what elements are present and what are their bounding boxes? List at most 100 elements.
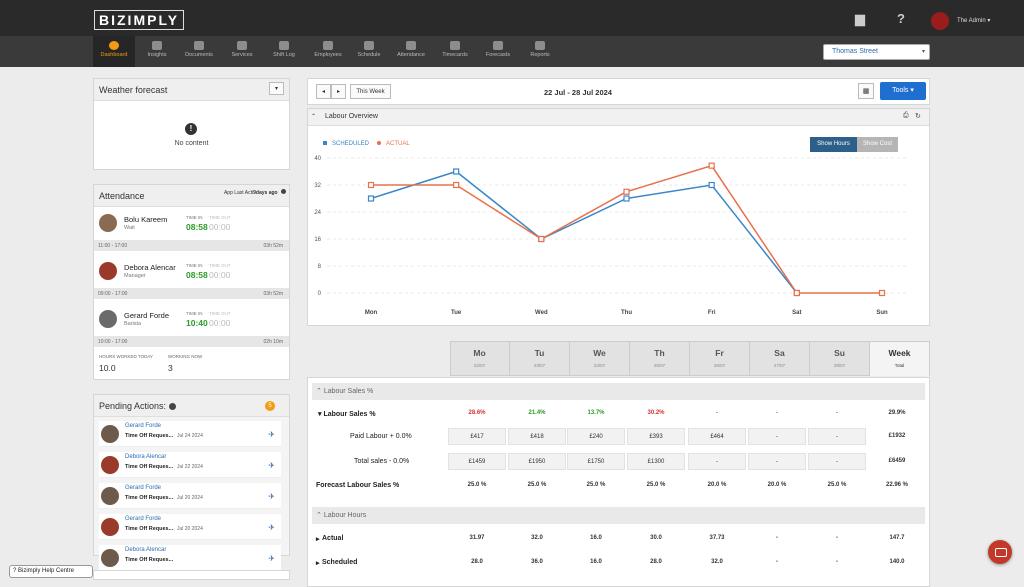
- nav-item-forecasts[interactable]: Forecasts: [477, 36, 519, 67]
- sales-row-label: Paid Labour + 0.0%: [350, 433, 412, 440]
- location-select[interactable]: Thomas Street ▾: [823, 44, 930, 60]
- data-point: [623, 195, 630, 202]
- nav-item-insights[interactable]: Insights: [136, 36, 178, 67]
- table-cell: 30.0: [650, 535, 662, 541]
- prev-week-button[interactable]: ◂: [316, 84, 331, 99]
- day-name: Su: [834, 348, 845, 358]
- pending-employee-name[interactable]: Debora Alencar: [125, 547, 167, 553]
- pending-date: Jul 24 2024: [177, 433, 203, 439]
- pending-action: Time Off Reques...: [125, 526, 174, 532]
- sales-row-label: ▾ Labour Sales %: [318, 411, 376, 418]
- nav-item-reports[interactable]: Reports: [519, 36, 561, 67]
- avatar[interactable]: [931, 12, 949, 30]
- pending-action: Time Off Reques...: [125, 433, 174, 439]
- hours-row-caret-icon[interactable]: ▸: [316, 536, 320, 543]
- nav-item-shift-log[interactable]: Shift Log: [263, 36, 305, 67]
- employees-icon: [323, 41, 333, 50]
- avatar: [101, 487, 119, 505]
- plane-icon[interactable]: ✈: [268, 492, 275, 501]
- table-cell: 147.7: [889, 535, 905, 541]
- labour-overview-panel: [307, 108, 930, 326]
- refresh-icon[interactable]: ↻: [915, 113, 921, 120]
- avatar: [101, 425, 119, 443]
- user-menu[interactable]: The Admin ▾: [957, 18, 991, 24]
- print-icon[interactable]: ⎙: [903, 112, 909, 119]
- nav-label: Dashboard: [100, 52, 128, 58]
- legend-scheduled-label: SCHEDULED: [332, 141, 370, 147]
- nav-item-dashboard[interactable]: Dashboard: [93, 36, 135, 67]
- data-point: [367, 181, 375, 189]
- services-icon: [237, 41, 247, 50]
- table-cell: 20.0 %: [707, 482, 727, 488]
- schedule-icon: [364, 41, 374, 50]
- y-tick-label: 32: [314, 183, 321, 189]
- chat-icon[interactable]: ▆: [855, 11, 865, 26]
- day-name: Th: [654, 348, 665, 358]
- pending-item[interactable]: Debora Alencar Time Off Reques... ✈: [99, 545, 281, 571]
- chat-bubble-icon[interactable]: [988, 540, 1012, 564]
- nav-item-attendance[interactable]: Attendance: [390, 36, 432, 67]
- legend-actual: ACTUAL: [377, 141, 410, 147]
- day-date: 23/07: [533, 363, 546, 368]
- calendar-icon[interactable]: ▦: [858, 83, 874, 99]
- labour-overview-header: [308, 109, 929, 126]
- shift-time: 11:00 - 17:00: [98, 243, 128, 249]
- documents-icon: [194, 41, 204, 50]
- pending-employee-name[interactable]: Gerard Forde: [125, 485, 162, 491]
- tools-button[interactable]: Tools ▾: [880, 82, 926, 100]
- data-point: [453, 181, 460, 189]
- pending-date: Jul 22 2024: [177, 464, 203, 470]
- weather-dropdown-button[interactable]: ▾: [269, 82, 284, 95]
- this-week-button[interactable]: This Week: [350, 84, 391, 99]
- nav-label: Shift Log: [273, 52, 295, 58]
- collapse-icon[interactable]: ⌃: [311, 114, 317, 120]
- pending-employee-name[interactable]: Gerard Forde: [125, 516, 162, 522]
- x-tick-label: Wed: [535, 310, 548, 316]
- data-point: [367, 195, 375, 202]
- plane-icon[interactable]: ✈: [268, 523, 275, 532]
- attendance-row[interactable]: Debora Alencar Manager TIME IN 08:58 TIME OU…: [94, 256, 289, 290]
- x-tick-label: Mon: [365, 310, 378, 316]
- time-out-label: TIME OUT: [209, 311, 231, 316]
- pending-employee-name[interactable]: Gerard Forde: [125, 423, 162, 429]
- show-cost-button[interactable]: Show Cost: [857, 137, 898, 152]
- hours-row-caret-icon[interactable]: ▸: [316, 560, 320, 567]
- plane-icon[interactable]: ✈: [268, 554, 275, 563]
- time-in-value: 10:40: [186, 318, 208, 328]
- help-icon[interactable]: ?: [897, 11, 905, 26]
- nav-item-services[interactable]: Services: [221, 36, 263, 67]
- pending-employee-name[interactable]: Debora Alencar: [125, 454, 167, 460]
- table-cell: -: [836, 410, 838, 416]
- table-cell: £1950: [508, 453, 566, 470]
- pending-item[interactable]: Debora Alencar Time Off Reques... Jul 22 2…: [99, 452, 281, 478]
- info-icon: [168, 403, 176, 411]
- nav-item-documents[interactable]: Documents: [178, 36, 220, 67]
- pending-item[interactable]: Gerard Forde Time Off Reques... Jul 24 202…: [99, 421, 281, 447]
- time-out-value: 00:00: [209, 318, 231, 328]
- pending-item[interactable]: Gerard Forde Time Off Reques... Jul 20 202…: [99, 514, 281, 540]
- attendance-row[interactable]: Bolu Kareem Wait TIME IN 08:58 TIME OUT 00:00: [94, 208, 289, 242]
- nav-item-timecards[interactable]: Timecards: [434, 36, 476, 67]
- next-week-button[interactable]: ▸: [331, 84, 346, 99]
- pending-item[interactable]: Gerard Forde Time Off Reques... Jul 20 202…: [99, 483, 281, 509]
- day-header-th: Th 25/07: [630, 342, 690, 376]
- labour-sales-section[interactable]: ⌃ Labour Sales %: [312, 383, 925, 400]
- nav-item-employees[interactable]: Employees: [307, 36, 349, 67]
- day-date: 25/07: [653, 363, 666, 368]
- labour-hours-section[interactable]: ⌃ Labour Hours: [312, 507, 925, 524]
- nav-item-schedule[interactable]: Schedule: [348, 36, 390, 67]
- nav-label: Insights: [147, 52, 167, 58]
- bizimply-logo[interactable]: BIZIMPLY: [94, 10, 185, 30]
- help-centre-button[interactable]: ? Bizimply Help Centre: [9, 565, 93, 578]
- shift-time: 09:00 - 17:00: [98, 291, 128, 297]
- plane-icon[interactable]: ✈: [268, 461, 275, 470]
- y-tick-label: 0: [318, 291, 322, 297]
- plane-icon[interactable]: ✈: [268, 430, 275, 439]
- employee-name: Gerard Forde: [124, 311, 170, 320]
- nav-label: Attendance: [397, 52, 425, 58]
- day-name: We: [593, 348, 606, 358]
- show-hours-button[interactable]: Show Hours: [810, 137, 857, 152]
- table-cell: £418: [508, 428, 566, 445]
- attendance-row[interactable]: Gerard Forde Barista TIME IN 10:40 TIME OUT 0…: [94, 304, 289, 338]
- nav-label: Forecasts: [485, 52, 511, 58]
